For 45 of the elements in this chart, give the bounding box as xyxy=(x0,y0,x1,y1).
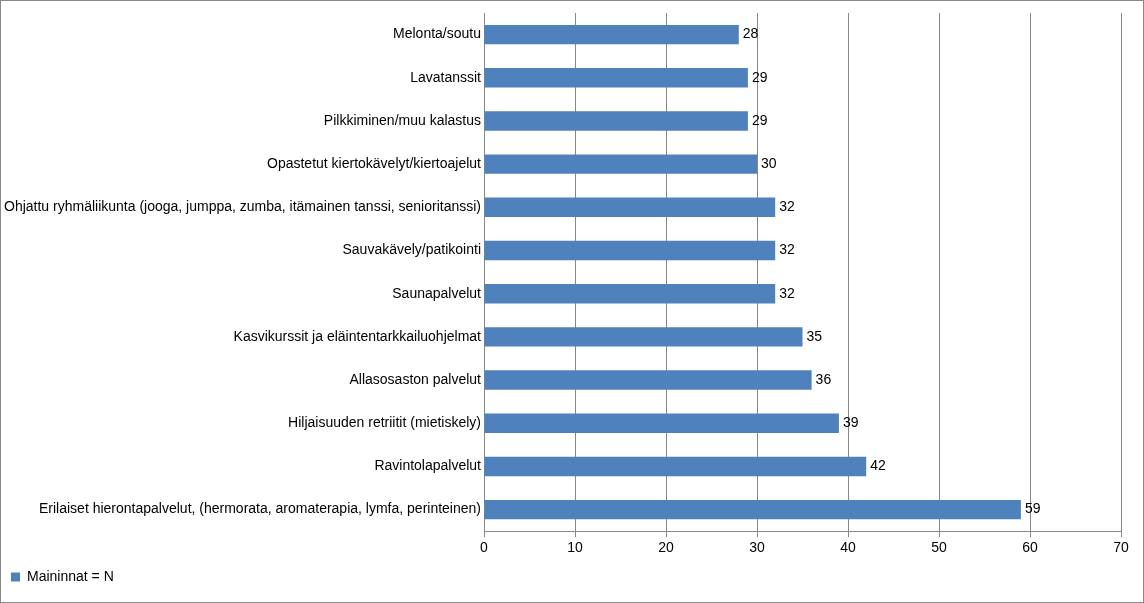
bar xyxy=(484,499,1021,520)
data-label: 32 xyxy=(779,284,795,301)
data-label: 39 xyxy=(842,414,859,431)
data-label: 32 xyxy=(779,241,795,258)
data-label: 42 xyxy=(870,457,886,474)
y-tick-label: Lavatanssit xyxy=(410,68,482,85)
bar xyxy=(484,456,867,477)
x-tick-label: 30 xyxy=(749,539,765,556)
data-label: 35 xyxy=(806,327,823,344)
y-tick-label: Allasosaston palvelut xyxy=(349,370,482,387)
y-tick-label: Kasvikurssit ja eläintentarkkailuohjelmat xyxy=(233,327,482,344)
x-tick-label: 20 xyxy=(658,539,674,556)
y-tick-label: Opastetut kiertokävelyt/kiertoajelut xyxy=(267,155,482,171)
bar xyxy=(484,154,757,174)
data-label: 28 xyxy=(742,25,759,42)
x-tick-label: 40 xyxy=(840,539,856,556)
x-tick-label: 60 xyxy=(1022,539,1038,556)
bar xyxy=(484,68,748,88)
x-tick-label: 0 xyxy=(480,539,489,556)
bar xyxy=(484,197,776,218)
bar xyxy=(484,413,839,433)
data-label: 29 xyxy=(751,111,768,128)
y-tick-label: Hiljaisuuden retriitit (mietiskely) xyxy=(288,414,481,431)
x-tick-label: 10 xyxy=(567,539,583,556)
y-tick-label: Ohjattu ryhmäliikunta (jooga, jumppa, zumba, itämainen tanssi, senioritanssi) xyxy=(3,198,481,215)
bar xyxy=(484,283,776,304)
data-label: 36 xyxy=(815,370,832,387)
y-tick-label: Pilkkiminen/muu kalastus xyxy=(323,111,481,128)
legend-label: Maininnat = N xyxy=(27,567,114,584)
data-label: 30 xyxy=(761,155,777,171)
bar xyxy=(484,327,803,347)
y-tick-label: Ravintolapalvelut xyxy=(374,457,482,474)
y-tick-label: Sauvakävely/patikointi xyxy=(342,241,481,258)
bar xyxy=(484,370,812,390)
y-tick-label: Erilaiset hierontapalvelut, (hermorata, aromaterapia, lymfa, perinteinen) xyxy=(39,500,481,517)
x-tick-label: 70 xyxy=(1113,539,1129,556)
bar xyxy=(484,240,776,261)
data-label: 32 xyxy=(779,198,795,215)
y-tick-label: Melonta/soutu xyxy=(393,25,481,42)
bar xyxy=(484,24,739,45)
data-label: 59 xyxy=(1024,500,1041,517)
bar xyxy=(484,111,748,131)
y-tick-label: Saunapalvelut xyxy=(392,284,482,301)
data-label: 29 xyxy=(751,68,768,85)
x-tick-label: 50 xyxy=(931,539,947,556)
